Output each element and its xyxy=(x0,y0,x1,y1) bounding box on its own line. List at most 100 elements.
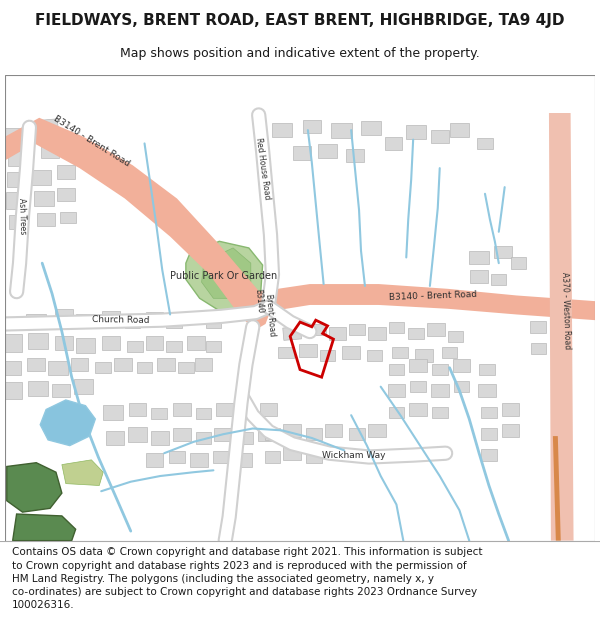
Polygon shape xyxy=(448,331,463,342)
Polygon shape xyxy=(5,118,271,329)
Polygon shape xyxy=(272,123,292,138)
Polygon shape xyxy=(76,338,95,353)
Text: Ash Trees: Ash Trees xyxy=(17,198,28,234)
Text: Red House Road: Red House Road xyxy=(254,137,271,199)
Polygon shape xyxy=(469,251,489,264)
Polygon shape xyxy=(60,212,76,223)
Polygon shape xyxy=(28,358,45,371)
Polygon shape xyxy=(470,270,488,282)
Polygon shape xyxy=(34,191,54,206)
Polygon shape xyxy=(278,347,294,358)
Polygon shape xyxy=(260,403,277,416)
Polygon shape xyxy=(55,336,73,349)
Polygon shape xyxy=(37,213,55,226)
Polygon shape xyxy=(265,429,280,440)
Polygon shape xyxy=(477,138,493,149)
Polygon shape xyxy=(41,144,59,158)
Polygon shape xyxy=(217,403,234,416)
Polygon shape xyxy=(173,403,191,416)
Polygon shape xyxy=(361,121,380,136)
Polygon shape xyxy=(283,424,301,437)
Polygon shape xyxy=(431,130,449,143)
Polygon shape xyxy=(137,362,152,373)
Polygon shape xyxy=(320,349,335,361)
Polygon shape xyxy=(306,451,322,462)
Polygon shape xyxy=(283,446,301,460)
Polygon shape xyxy=(166,316,182,328)
Polygon shape xyxy=(106,431,124,444)
Text: Wickham Way: Wickham Way xyxy=(322,451,386,459)
Polygon shape xyxy=(186,241,263,311)
Polygon shape xyxy=(103,405,123,420)
Polygon shape xyxy=(389,322,404,334)
Polygon shape xyxy=(491,274,506,285)
Polygon shape xyxy=(553,436,561,541)
Polygon shape xyxy=(481,449,497,461)
Polygon shape xyxy=(389,407,404,418)
Polygon shape xyxy=(146,453,163,466)
Polygon shape xyxy=(494,246,512,258)
Polygon shape xyxy=(55,309,73,322)
Text: Brent Road: Brent Road xyxy=(264,293,277,336)
Text: Church Road: Church Road xyxy=(92,315,150,325)
Polygon shape xyxy=(234,453,252,466)
Polygon shape xyxy=(28,334,48,349)
Polygon shape xyxy=(127,341,143,352)
Polygon shape xyxy=(432,407,448,418)
Polygon shape xyxy=(306,429,322,440)
Polygon shape xyxy=(549,113,574,541)
Polygon shape xyxy=(166,341,182,352)
Polygon shape xyxy=(385,137,403,150)
Polygon shape xyxy=(265,451,280,462)
Polygon shape xyxy=(146,312,163,324)
Polygon shape xyxy=(62,460,103,486)
Polygon shape xyxy=(169,451,185,462)
Polygon shape xyxy=(178,362,194,373)
Polygon shape xyxy=(511,258,526,269)
Polygon shape xyxy=(38,119,58,134)
Polygon shape xyxy=(502,403,520,416)
Polygon shape xyxy=(5,128,28,143)
Polygon shape xyxy=(13,514,76,541)
Polygon shape xyxy=(318,144,337,158)
Polygon shape xyxy=(299,344,317,357)
Polygon shape xyxy=(257,428,275,441)
Polygon shape xyxy=(0,334,22,351)
Polygon shape xyxy=(454,381,469,392)
Text: Contains OS data © Crown copyright and database right 2021. This information is : Contains OS data © Crown copyright and d… xyxy=(12,548,482,610)
Polygon shape xyxy=(151,408,167,419)
Polygon shape xyxy=(173,428,191,441)
Polygon shape xyxy=(368,424,386,437)
Polygon shape xyxy=(187,336,205,349)
Text: Public Park Or Garden: Public Park Or Garden xyxy=(170,271,277,281)
Polygon shape xyxy=(427,324,445,336)
Polygon shape xyxy=(7,173,26,187)
Polygon shape xyxy=(202,248,251,298)
Polygon shape xyxy=(195,358,212,371)
Polygon shape xyxy=(157,358,175,371)
Polygon shape xyxy=(240,408,256,419)
Polygon shape xyxy=(452,359,470,372)
Polygon shape xyxy=(52,384,70,397)
Polygon shape xyxy=(114,358,132,371)
Polygon shape xyxy=(349,324,365,336)
Text: Map shows position and indicative extent of the property.: Map shows position and indicative extent… xyxy=(120,48,480,61)
Polygon shape xyxy=(442,347,457,358)
Text: A370 - Weston Road: A370 - Weston Road xyxy=(560,272,572,349)
Polygon shape xyxy=(6,192,28,209)
Polygon shape xyxy=(388,384,405,397)
Polygon shape xyxy=(128,427,148,442)
Polygon shape xyxy=(74,379,94,394)
Polygon shape xyxy=(410,381,426,392)
Polygon shape xyxy=(214,451,229,462)
Polygon shape xyxy=(185,312,203,324)
Polygon shape xyxy=(29,170,51,185)
Polygon shape xyxy=(329,328,346,339)
Polygon shape xyxy=(102,311,120,324)
Polygon shape xyxy=(432,364,448,375)
Polygon shape xyxy=(0,382,22,399)
Polygon shape xyxy=(206,341,221,352)
Polygon shape xyxy=(502,424,520,437)
Polygon shape xyxy=(431,384,449,397)
Polygon shape xyxy=(57,165,74,179)
